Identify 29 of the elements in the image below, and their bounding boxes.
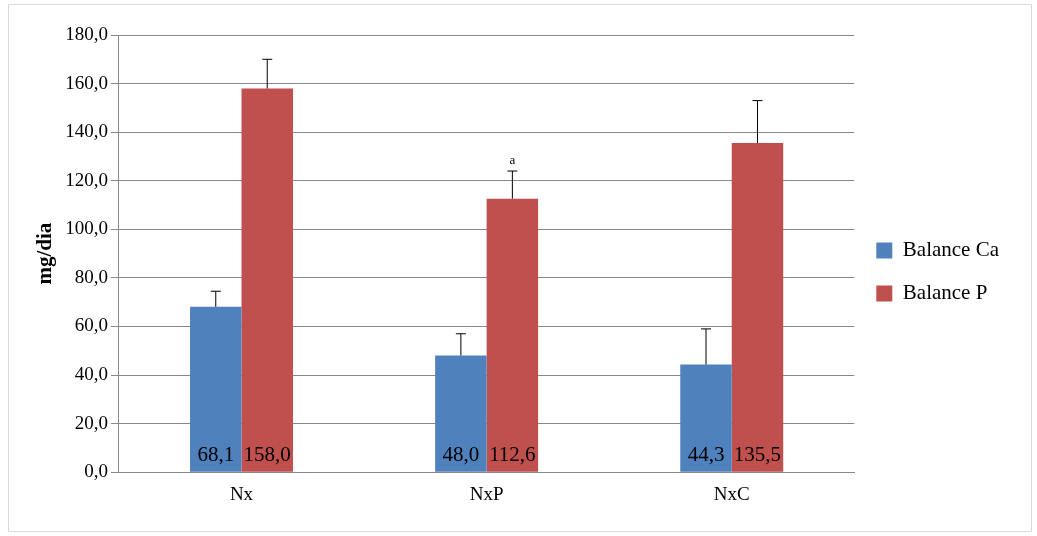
y-tick-label: 160,0 bbox=[65, 71, 108, 93]
bar bbox=[680, 364, 732, 472]
data-label: 68,1 bbox=[197, 442, 235, 467]
y-tick-label: 180,0 bbox=[65, 22, 108, 44]
annotation: a bbox=[509, 151, 516, 167]
data-label: 48,0 bbox=[442, 442, 480, 467]
y-tick-label: 20,0 bbox=[74, 411, 108, 433]
y-axis-title: mg/dia bbox=[32, 222, 57, 285]
y-tick-label: 0,0 bbox=[84, 460, 108, 482]
x-tick-label: NxC bbox=[713, 482, 750, 504]
data-label: 135,5 bbox=[733, 442, 782, 467]
data-label: 44,3 bbox=[687, 442, 725, 467]
bar bbox=[486, 198, 539, 472]
legend-label: Balance P bbox=[902, 280, 988, 305]
y-tick-label: 40,0 bbox=[74, 363, 108, 385]
y-tick-label: 120,0 bbox=[65, 168, 108, 190]
y-tick-label: 140,0 bbox=[65, 120, 108, 142]
x-tick-label: NxP bbox=[469, 482, 504, 504]
y-tick-label: 80,0 bbox=[74, 265, 108, 287]
data-label: 112,6 bbox=[489, 442, 536, 467]
bar bbox=[731, 143, 784, 472]
y-tick-label: 60,0 bbox=[74, 314, 108, 336]
x-tick-label: Nx bbox=[229, 482, 254, 504]
legend-label: Balance Ca bbox=[902, 237, 1000, 262]
data-label: 158,0 bbox=[243, 442, 291, 467]
bar bbox=[190, 306, 242, 472]
bar bbox=[241, 88, 293, 472]
y-tick-label: 100,0 bbox=[65, 217, 108, 239]
bar bbox=[435, 355, 487, 472]
